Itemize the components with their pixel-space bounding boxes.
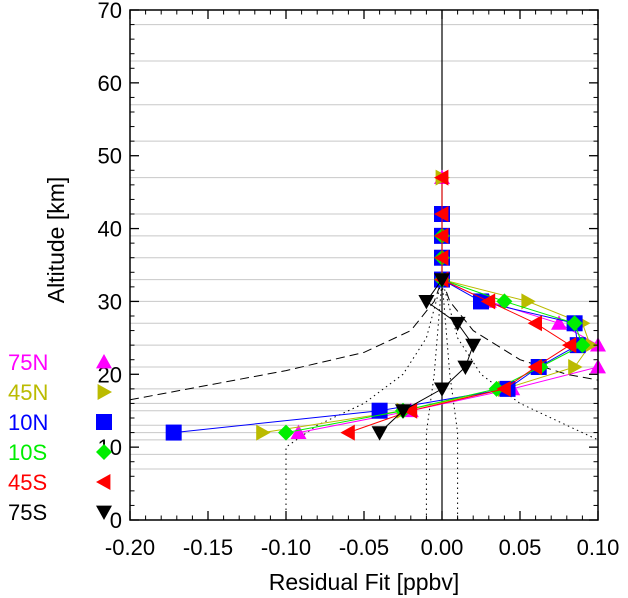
x-tick-label: -0.10 [261,535,311,560]
data-point-10N [165,424,182,441]
axis-ticks: -0.20 -0.15 -0.10 -0.05 0.00 0.05 0.1001020304… [98,0,620,560]
data-point-75S [465,338,482,354]
x-tick-label: -0.20 [105,535,155,560]
legend-marker-10S [96,444,112,460]
series-45S [340,169,577,441]
data-point-75N [290,424,307,439]
plot-border [129,9,599,521]
x-tick-label: -0.05 [339,535,389,560]
y-tick-label: 50 [98,144,122,169]
data-point-45S [340,424,355,441]
data-point-75S [395,404,411,419]
legend-marker-45S [96,474,111,490]
legend-label-10S: 10S [8,440,47,465]
data-point-45S [434,169,449,186]
y-tick-label: 70 [98,0,122,23]
data-point-45S [434,227,449,244]
legend-marker-75S [96,505,112,520]
legend-label-75S: 75S [8,500,47,525]
x-tick-label: 0.00 [421,535,464,560]
y-axis-title: Altitude [km] [43,177,69,304]
dotted-reference-line [285,277,598,520]
y-tick-label: 0 [110,508,122,533]
legend-marker-10N [96,414,112,430]
legend: 75N 45N 10N 10S 45S 75S [8,350,112,525]
data-point-75N [551,315,567,330]
data-point-45N [568,359,583,375]
data-point-45S [402,402,418,419]
data-point-45S [480,293,496,310]
legend-marker-45N [97,384,112,400]
reference-lines [130,10,598,520]
data-point-10S [278,424,294,441]
grid-lines [130,24,598,470]
x-tick-label: 0.05 [499,535,542,560]
data-point-45N [521,293,536,310]
data-point-10S [566,315,583,332]
legend-marker-75N [96,354,112,369]
series-75S [371,273,482,441]
x-tick-label: -0.15 [183,535,233,560]
y-tick-label: 60 [98,71,122,96]
data-point-75S [371,426,388,441]
data-series [165,169,606,441]
data-point-45S [527,315,542,332]
plot-frame [129,9,599,521]
legend-label-75N: 75N [8,350,48,375]
data-point-45N [583,337,599,354]
x-axis-title: Residual Fit [ppbv] [269,569,459,595]
data-point-45S [434,206,449,222]
data-point-75S [418,295,435,310]
data-point-75S [434,273,450,288]
data-point-45N [256,424,271,441]
data-point-10S [574,337,591,354]
x-tick-label: 0.10 [577,535,620,560]
data-point-10S [496,293,513,310]
dashed-reference-line [130,278,598,401]
data-point-75S [449,316,466,332]
data-point-75S [457,360,474,375]
data-point-45S [434,249,449,266]
data-point-75S [434,382,450,397]
legend-label-45S: 45S [8,470,47,495]
legend-label-10N: 10N [8,410,48,435]
y-tick-label: 30 [98,289,122,314]
data-point-45S [527,359,542,375]
series-line-75S [379,279,474,433]
legend-label-45N: 45N [8,380,48,405]
y-tick-label: 40 [98,217,122,242]
data-point-45S [561,337,577,354]
data-point-45S [496,380,511,397]
